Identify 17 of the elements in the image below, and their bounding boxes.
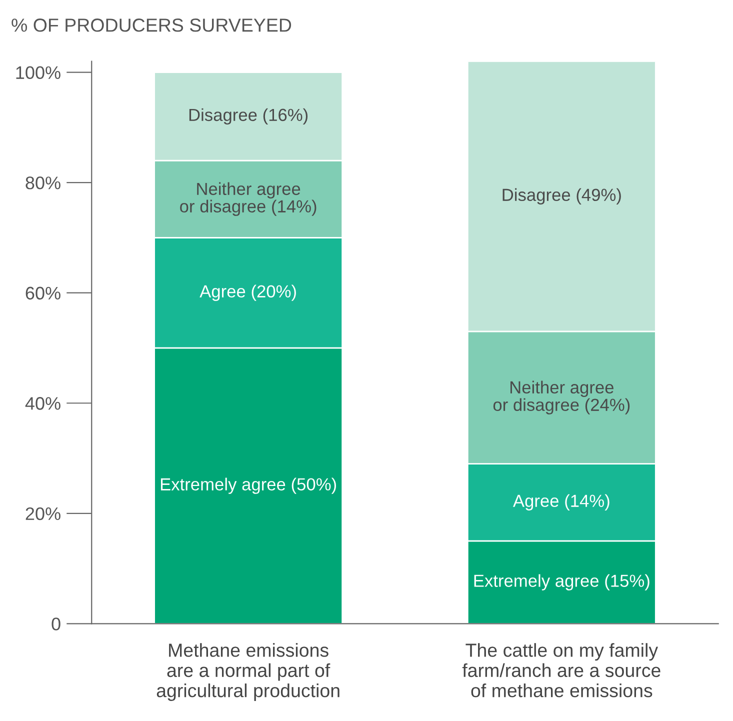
- x-tick-label: Methane emissions are a normal part of agricultural production: [156, 643, 340, 701]
- y-tick-label: 80%: [26, 176, 60, 190]
- data-label: Extremely agree (50%): [160, 478, 336, 494]
- data-label: Agree (20%): [200, 284, 296, 301]
- y-axis-title: % OF PRODUCERS SURVEYED: [12, 18, 292, 32]
- data-label: Neither agree or disagree (24%): [493, 380, 630, 414]
- data-label: Extremely agree (15%): [474, 574, 650, 590]
- y-tick-label: 60%: [26, 286, 60, 300]
- y-tick-label: 100%: [16, 66, 60, 80]
- y-tick-label: 20%: [26, 507, 60, 520]
- data-label: Neither agree or disagree (14%): [180, 182, 316, 216]
- data-label: Disagree (49%): [502, 188, 621, 204]
- x-tick-label: The cattle on my family farm/ranch are a source of methane emissions: [462, 643, 660, 698]
- data-label: Agree (14%): [512, 494, 610, 510]
- y-tick-label: 40%: [25, 397, 60, 410]
- data-label: Disagree (16%): [189, 108, 308, 125]
- y-tick-label: 0: [52, 618, 60, 630]
